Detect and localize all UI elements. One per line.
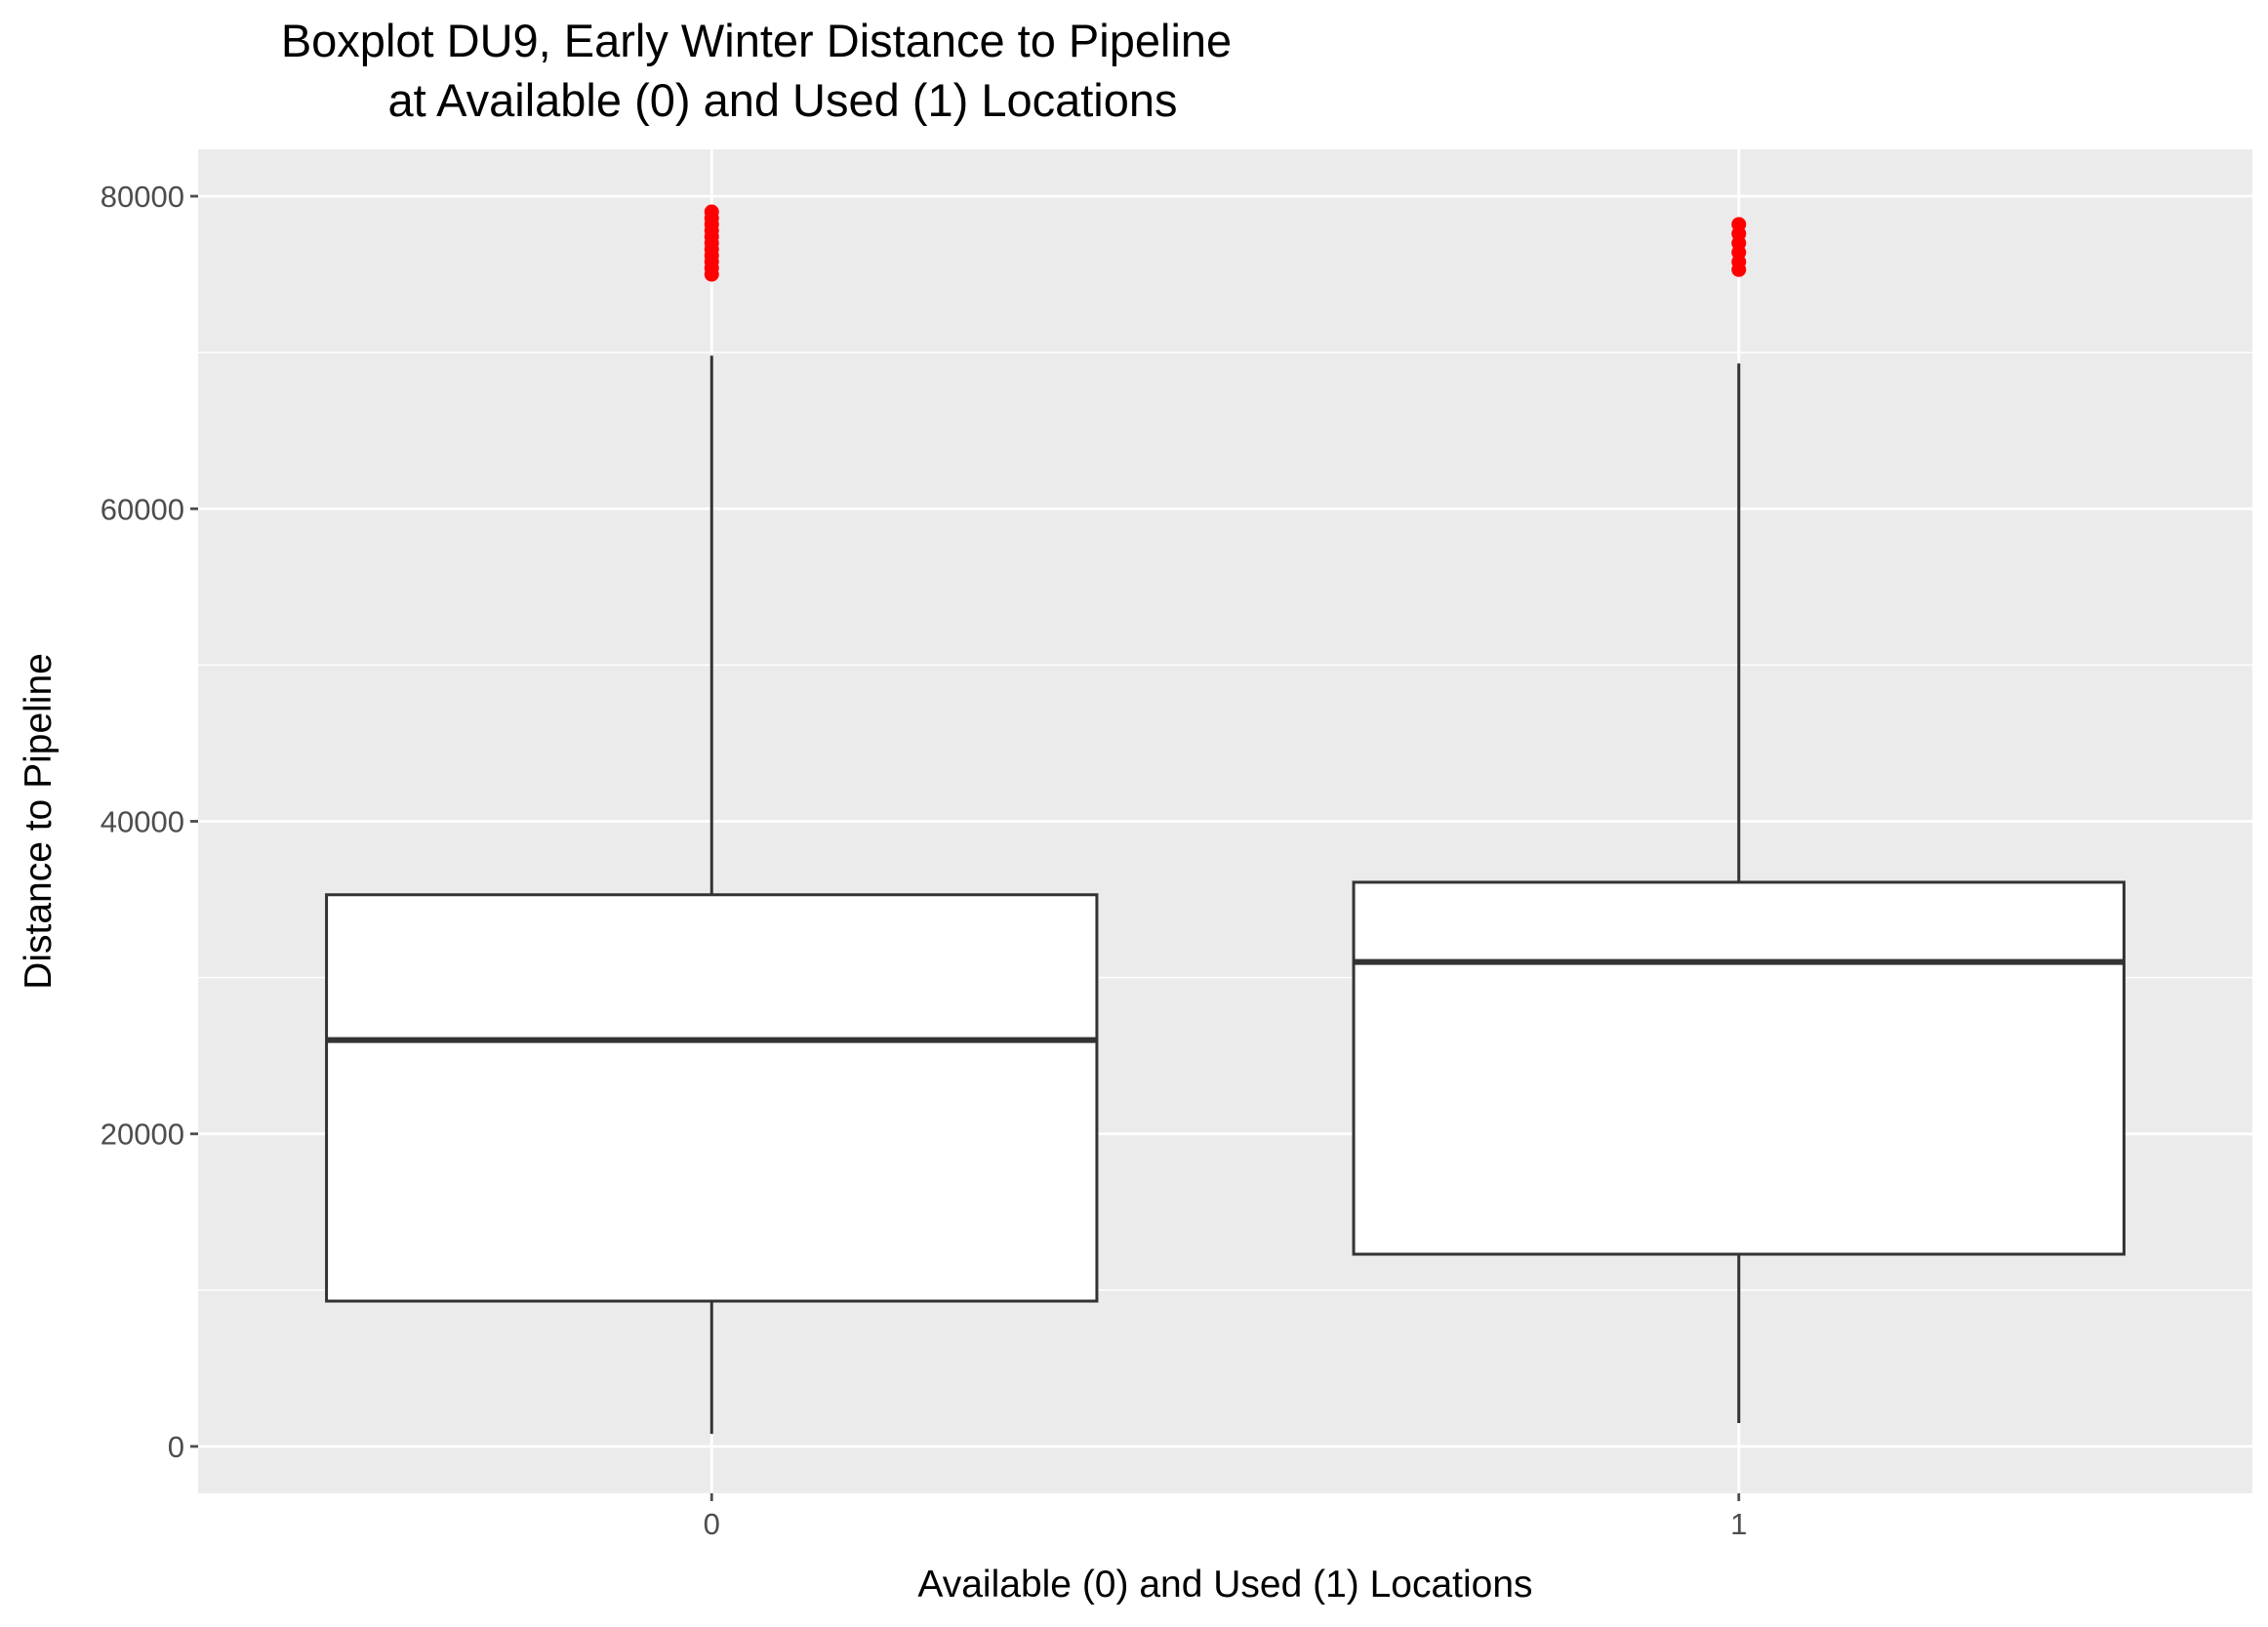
y-tick-label: 40000	[101, 805, 184, 839]
box-iqr	[325, 893, 1099, 1303]
x-tick-label: 0	[704, 1507, 720, 1541]
y-axis-label: Distance to Pipeline	[18, 653, 60, 990]
box-group-0	[325, 204, 1099, 1435]
chart-title-line-1: Boxplot DU9, Early Winter Distance to Pi…	[281, 15, 1232, 66]
x-tick-label: 1	[1730, 1507, 1747, 1541]
outlier-point	[704, 204, 719, 220]
y-tick-label: 60000	[101, 492, 184, 526]
x-axis-label: Available (0) and Used (1) Locations	[917, 1564, 1532, 1606]
outlier-point	[1731, 217, 1747, 232]
chart-title-line-2: at Available (0) and Used (1) Locations	[387, 74, 1177, 126]
box-iqr	[1352, 880, 2126, 1256]
box-group-1	[1352, 217, 2126, 1423]
y-tick-label: 20000	[101, 1118, 184, 1152]
axes: 0 20000 40000 60000 80000 0 1	[101, 180, 1748, 1541]
y-tick-label: 0	[168, 1430, 184, 1464]
boxes	[325, 204, 2126, 1435]
y-tick-label: 80000	[101, 180, 184, 214]
